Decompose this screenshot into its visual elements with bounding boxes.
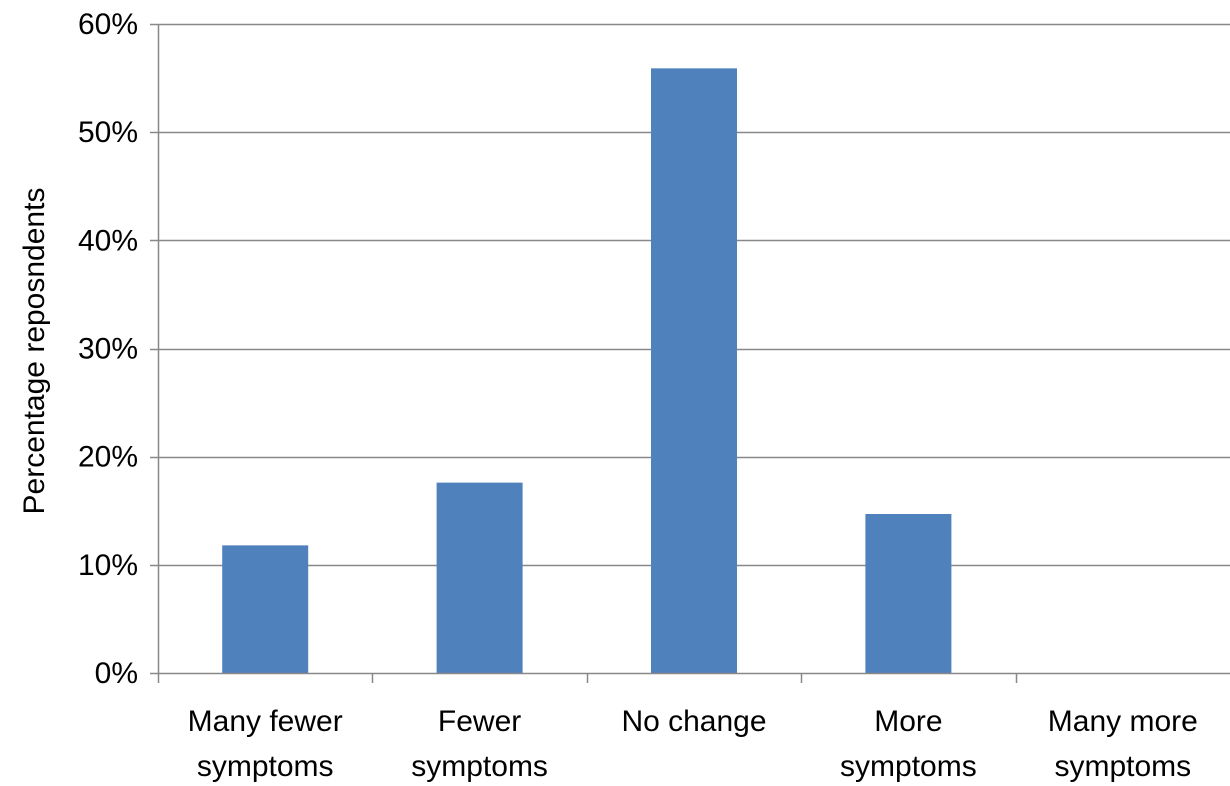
- x-tick-label-line: Fewer: [438, 705, 521, 738]
- bar: [222, 545, 309, 673]
- x-tick-label: Many more symptoms: [1048, 705, 1198, 783]
- y-axis-title: Percentage reposndents: [18, 188, 51, 515]
- x-tick-label-line: symptoms: [1054, 750, 1191, 783]
- x-tick-label: Fewer symptoms: [411, 705, 548, 783]
- axes: [150, 23, 1230, 683]
- y-tick-label: 20%: [78, 441, 138, 474]
- bar: [651, 68, 737, 674]
- bar: [865, 513, 952, 673]
- y-tick-label: 50%: [78, 116, 138, 149]
- x-tick-label-line: symptoms: [840, 750, 977, 783]
- x-tick-label: More symptoms: [840, 705, 977, 783]
- y-tick-label: 30%: [78, 333, 138, 366]
- x-tick-label-line: Many more: [1048, 705, 1198, 738]
- y-tick-labels: 0% 10% 20% 30% 40% 50% 60%: [78, 8, 138, 690]
- x-tick-labels: Many fewer symptoms Fewer symptoms No change…: [188, 705, 1198, 783]
- x-tick-label-line: symptoms: [411, 750, 548, 783]
- bars: [222, 68, 952, 674]
- bar: [436, 482, 523, 673]
- y-tick-label: 10%: [78, 549, 138, 582]
- y-tick-label: 60%: [78, 8, 138, 41]
- x-tick-label-line: More: [874, 705, 942, 738]
- x-tick-label: Many fewer symptoms: [188, 705, 343, 783]
- x-tick-label-line: No change: [621, 705, 766, 738]
- x-tick-label-line: Many fewer: [188, 705, 343, 738]
- y-tick-label: 0%: [95, 657, 138, 690]
- y-tick-label: 40%: [78, 224, 138, 257]
- x-tick-label: No change: [621, 705, 766, 738]
- x-tick-label-line: symptoms: [197, 750, 334, 783]
